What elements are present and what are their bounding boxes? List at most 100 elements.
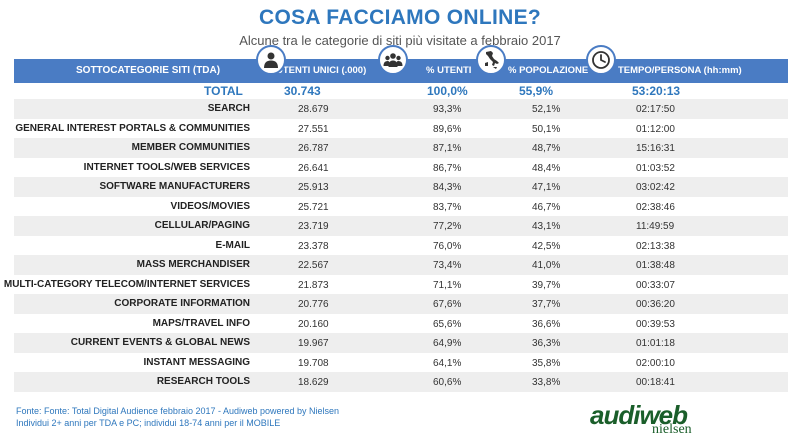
row-pct-population: 33,8% [532,377,561,388]
header-pct-users: % UTENTI [426,65,472,76]
table-row: INSTANT MESSAGING 19.708 64,1% 35,8% 02:00:1… [14,352,788,373]
row-time: 03:02:42 [636,182,675,193]
row-pct-population: 36,6% [532,318,561,330]
row-time: 00:36:20 [636,299,675,310]
row-category: E-MAIL [215,239,250,251]
footer-population: Individui 2+ anni per TDA e PC; individu… [16,418,281,428]
row-pct-population: 37,7% [532,299,561,310]
row-category: CELLULAR/PAGING [154,220,250,231]
table-row: MEMBER COMMUNITIES 26.787 87,1% 48,7% 15:16:… [14,138,788,158]
row-users: 23.378 [298,240,329,252]
group-icon [378,45,408,75]
row-pct-population: 48,4% [532,162,561,174]
total-row: TOTAL 30.743 100,0% 55,9% 53:20:13 [14,83,788,99]
row-pct-population: 47,1% [532,182,561,193]
row-category: MASS MERCHANDISER [136,259,250,270]
row-pct-users: 65,6% [433,318,462,330]
row-pct-population: 36,3% [532,338,561,349]
row-pct-users: 89,6% [433,123,462,135]
row-category: INSTANT MESSAGING [143,356,250,368]
row-category: SOFTWARE MANUFACTURERS [99,181,250,192]
row-pct-users: 86,7% [433,162,462,174]
row-pct-population: 41,0% [532,260,561,271]
page-subtitle: Alcune tra le categorie di siti più visi… [239,33,561,48]
row-users: 28.679 [298,104,329,115]
total-pct-users: 100,0% [427,84,468,98]
row-pct-population: 52,1% [532,104,561,115]
row-category: CORPORATE INFORMATION [114,298,250,309]
clock-icon [586,45,616,75]
table-row: MULTI-CATEGORY TELECOM/INTERNET SERVICES… [4,274,788,295]
row-users: 25.913 [298,182,329,193]
table-row: CELLULAR/PAGING 23.719 77,2% 43,1% 11:49:59 [14,216,788,236]
row-users: 19.967 [298,338,329,349]
audiweb-logo: audiweb nielsen [590,400,740,440]
row-time: 00:39:53 [636,318,675,330]
row-pct-population: 50,1% [532,123,561,135]
row-users: 26.787 [298,143,329,154]
total-label: TOTAL [204,84,243,98]
row-category: RESEARCH TOOLS [156,376,250,387]
row-pct-users: 84,3% [433,182,462,193]
row-time: 11:49:59 [636,221,675,232]
footer-source: Fonte: Fonte: Total Digital Audience feb… [16,406,340,416]
row-category: SEARCH [207,103,250,114]
row-time: 02:00:10 [636,357,675,369]
row-category: INTERNET TOOLS/WEB SERVICES [83,161,250,173]
row-time: 02:13:38 [636,240,675,252]
table-row: MAPS/TRAVEL INFO 20.160 65,6% 36,6% 00:39:53 [14,313,788,334]
row-time: 00:33:07 [636,279,675,291]
row-pct-users: 64,9% [433,338,462,349]
row-pct-users: 73,4% [433,260,462,271]
person-icon [256,45,286,75]
table-row: RESEARCH TOOLS 18.629 60,6% 33,8% 00:18:41 [14,372,788,392]
header-time: TEMPO/PERSONA (hh:mm) [618,65,742,76]
row-users: 20.160 [298,318,329,330]
logo-sub-text: nielsen [652,422,692,437]
table-row: E-MAIL 23.378 76,0% 42,5% 02:13:38 [14,235,788,256]
row-users: 27.551 [298,123,329,135]
total-time: 53:20:13 [632,84,681,98]
row-users: 26.641 [298,162,329,174]
row-category: VIDEOS/MOVIES [170,200,250,212]
footer-note: Fonte: Fonte: Total Digital Audience feb… [16,405,339,429]
row-users: 18.629 [298,377,329,388]
table-row: CURRENT EVENTS & GLOBAL NEWS 19.967 64,9% 3… [14,333,788,353]
row-users: 23.719 [298,221,329,232]
row-pct-population: 42,5% [532,240,561,252]
logo-main-text: audiweb [590,400,688,430]
row-pct-population: 46,7% [532,201,561,213]
row-pct-population: 39,7% [532,279,561,291]
row-pct-users: 77,2% [433,221,462,232]
row-time: 15:16:31 [636,143,675,154]
row-category: GENERAL INTEREST PORTALS & COMMUNITIES [15,122,250,134]
total-pct-population: 55,9% [519,84,554,98]
row-time: 01:38:48 [636,260,675,271]
table-row: CORPORATE INFORMATION 20.776 67,6% 37,7% 00:… [14,294,788,314]
row-category: MEMBER COMMUNITIES [131,142,250,153]
row-users: 20.776 [298,299,329,310]
row-category: MULTI-CATEGORY TELECOM/INTERNET SERVICES [3,278,250,290]
row-pct-population: 43,1% [532,221,561,232]
row-category: MAPS/TRAVEL INFO [152,317,250,329]
row-pct-users: 76,0% [433,240,462,252]
table-row: INTERNET TOOLS/WEB SERVICES 26.641 86,7% 48… [14,157,788,178]
row-pct-users: 93,3% [433,104,462,115]
row-pct-population: 48,7% [532,143,561,154]
row-time: 01:03:52 [636,162,675,174]
row-users: 21.873 [298,279,329,291]
row-pct-population: 35,8% [532,357,561,369]
row-pct-users: 64,1% [433,357,462,369]
row-time: 01:01:18 [636,338,675,349]
header-users: UTENTI UNICI (.000) [276,65,367,76]
row-users: 22.567 [298,260,329,271]
page-title: COSA FACCIAMO ONLINE? [258,6,542,29]
row-users: 25.721 [298,201,329,213]
header-category: SOTTOCATEGORIE SITI (TDA) [76,65,221,76]
table-row: SOFTWARE MANUFACTURERS 25.913 84,3% 47,1% 03… [14,177,788,197]
header-pct-population: % POPOLAZIONE [508,65,589,76]
row-users: 19.708 [298,357,329,369]
table-row: GENERAL INTEREST PORTALS & COMMUNITIES 27… [14,118,788,139]
row-category: CURRENT EVENTS & GLOBAL NEWS [70,337,250,348]
row-time: 01:12:00 [636,123,675,135]
